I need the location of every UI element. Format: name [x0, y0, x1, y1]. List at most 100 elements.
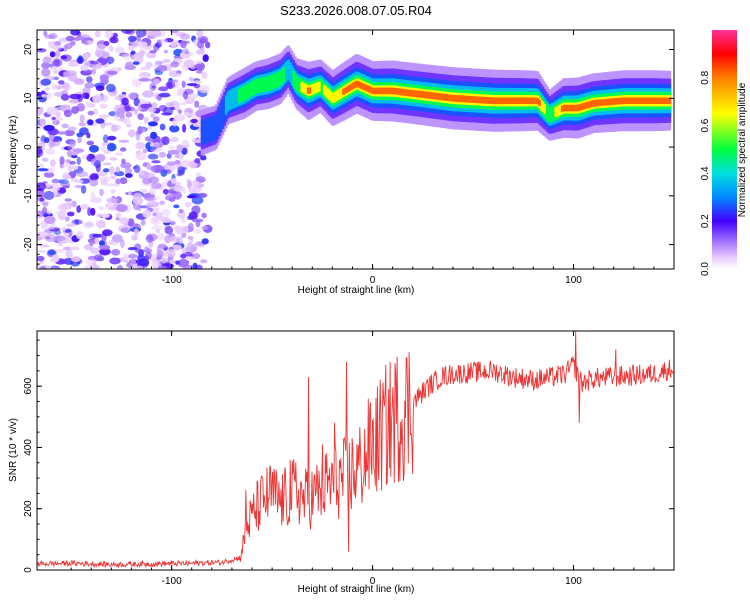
- ridge-band: [306, 87, 310, 94]
- noise-blob: [76, 156, 82, 165]
- noise-blob: [106, 56, 115, 64]
- noise-blob: [43, 190, 55, 200]
- noise-blob: [56, 131, 67, 135]
- noise-blob: [109, 157, 118, 161]
- noise-blob: [133, 228, 139, 235]
- ridge-band: [364, 84, 368, 92]
- ridge-band: [610, 98, 614, 105]
- noise-blob: [53, 44, 63, 51]
- ridge-band: [554, 107, 557, 118]
- ridge-band: [292, 71, 295, 86]
- noise-blob: [49, 141, 56, 148]
- ridge-band: [216, 110, 220, 136]
- noise-blob: [160, 208, 171, 216]
- noise-blob: [169, 125, 180, 133]
- ridge-band: [602, 99, 606, 106]
- ridge-band: [437, 93, 440, 100]
- noise-blob: [190, 118, 198, 124]
- noise-blob: [156, 65, 168, 72]
- noise-blob: [83, 40, 88, 45]
- noise-blob: [192, 180, 200, 188]
- noise-blob: [85, 259, 96, 266]
- noise-blob: [179, 225, 189, 234]
- ridge-band: [586, 101, 590, 109]
- noise-blob: [54, 235, 66, 242]
- noise-blob: [47, 249, 56, 256]
- ridge-band: [625, 97, 628, 104]
- noise-blob: [44, 183, 52, 188]
- noise-blob: [87, 119, 94, 126]
- noise-blob: [115, 166, 121, 173]
- ridge-band: [204, 118, 207, 144]
- noise-blob: [152, 116, 160, 122]
- noise-blob: [195, 49, 206, 55]
- noise-blob: [99, 103, 108, 109]
- noise-blob: [106, 143, 117, 152]
- noise-blob: [137, 258, 150, 267]
- noise-blob: [49, 51, 56, 58]
- ridge-band: [231, 88, 234, 109]
- ridge-band: [374, 87, 377, 95]
- ridge-band: [599, 99, 602, 106]
- ridge-band: [538, 100, 541, 107]
- ridge-band: [609, 98, 612, 106]
- noise-blob: [120, 162, 132, 169]
- noise-blob: [44, 34, 55, 39]
- noise-blob: [95, 44, 107, 49]
- ridge-band: [276, 72, 279, 88]
- ridge-band: [448, 94, 451, 102]
- ridge-band: [329, 91, 332, 102]
- ridge-band: [400, 88, 403, 96]
- noise-blob: [160, 38, 168, 44]
- top-y-ticks: 20 10 0 -10 -20: [23, 29, 674, 265]
- noise-blob: [174, 159, 181, 165]
- noise-blob: [157, 265, 168, 269]
- noise-blob: [89, 179, 99, 187]
- ridge-band: [509, 97, 512, 104]
- ridge-band: [576, 104, 580, 112]
- ridge-band: [536, 98, 540, 105]
- ridge-band: [393, 87, 397, 95]
- chart-title: S233.2026.008.07.05.R04: [280, 3, 432, 18]
- ridge-band: [446, 94, 450, 101]
- noise-blob: [71, 200, 77, 207]
- noise-blob: [134, 249, 146, 254]
- ridge-band: [596, 99, 599, 107]
- ridge-band: [655, 97, 659, 104]
- ridge-band: [347, 85, 350, 92]
- bottom-x-axis-label: Height of straight line (km): [298, 584, 415, 595]
- noise-blob: [71, 154, 78, 159]
- ridge-band: [401, 88, 405, 96]
- noise-blob: [90, 207, 96, 216]
- noise-blob: [142, 148, 147, 154]
- ridge-band: [512, 97, 516, 104]
- bottom-y-tick-label: 400: [23, 439, 34, 456]
- ridge-band: [207, 117, 210, 143]
- ridge-band: [552, 105, 556, 121]
- ridge-band: [630, 97, 633, 104]
- ridge-band: [268, 75, 271, 91]
- colorbar-tick-label: 0.2: [700, 214, 711, 228]
- noise-blob: [63, 71, 71, 78]
- noise-blob: [99, 74, 110, 81]
- noise-blob: [153, 142, 160, 148]
- noise-blob: [159, 257, 169, 264]
- ridge-band: [421, 91, 424, 98]
- ridge-band: [663, 97, 667, 104]
- noise-blob: [160, 136, 167, 144]
- ridge-band: [641, 97, 644, 104]
- noise-blob: [52, 58, 63, 67]
- noise-blob: [63, 232, 70, 238]
- noise-blob: [114, 96, 121, 101]
- ridge-band: [356, 81, 360, 88]
- noise-blob: [115, 178, 121, 185]
- ridge-band: [485, 97, 488, 104]
- ridge-band: [649, 97, 652, 104]
- ridge-band: [305, 84, 308, 95]
- noise-blob: [194, 158, 201, 164]
- noise-blob: [166, 153, 172, 159]
- ridge-band: [462, 95, 466, 103]
- ridge-band: [289, 62, 292, 83]
- noise-blob: [83, 53, 91, 59]
- ridge-band: [667, 97, 670, 104]
